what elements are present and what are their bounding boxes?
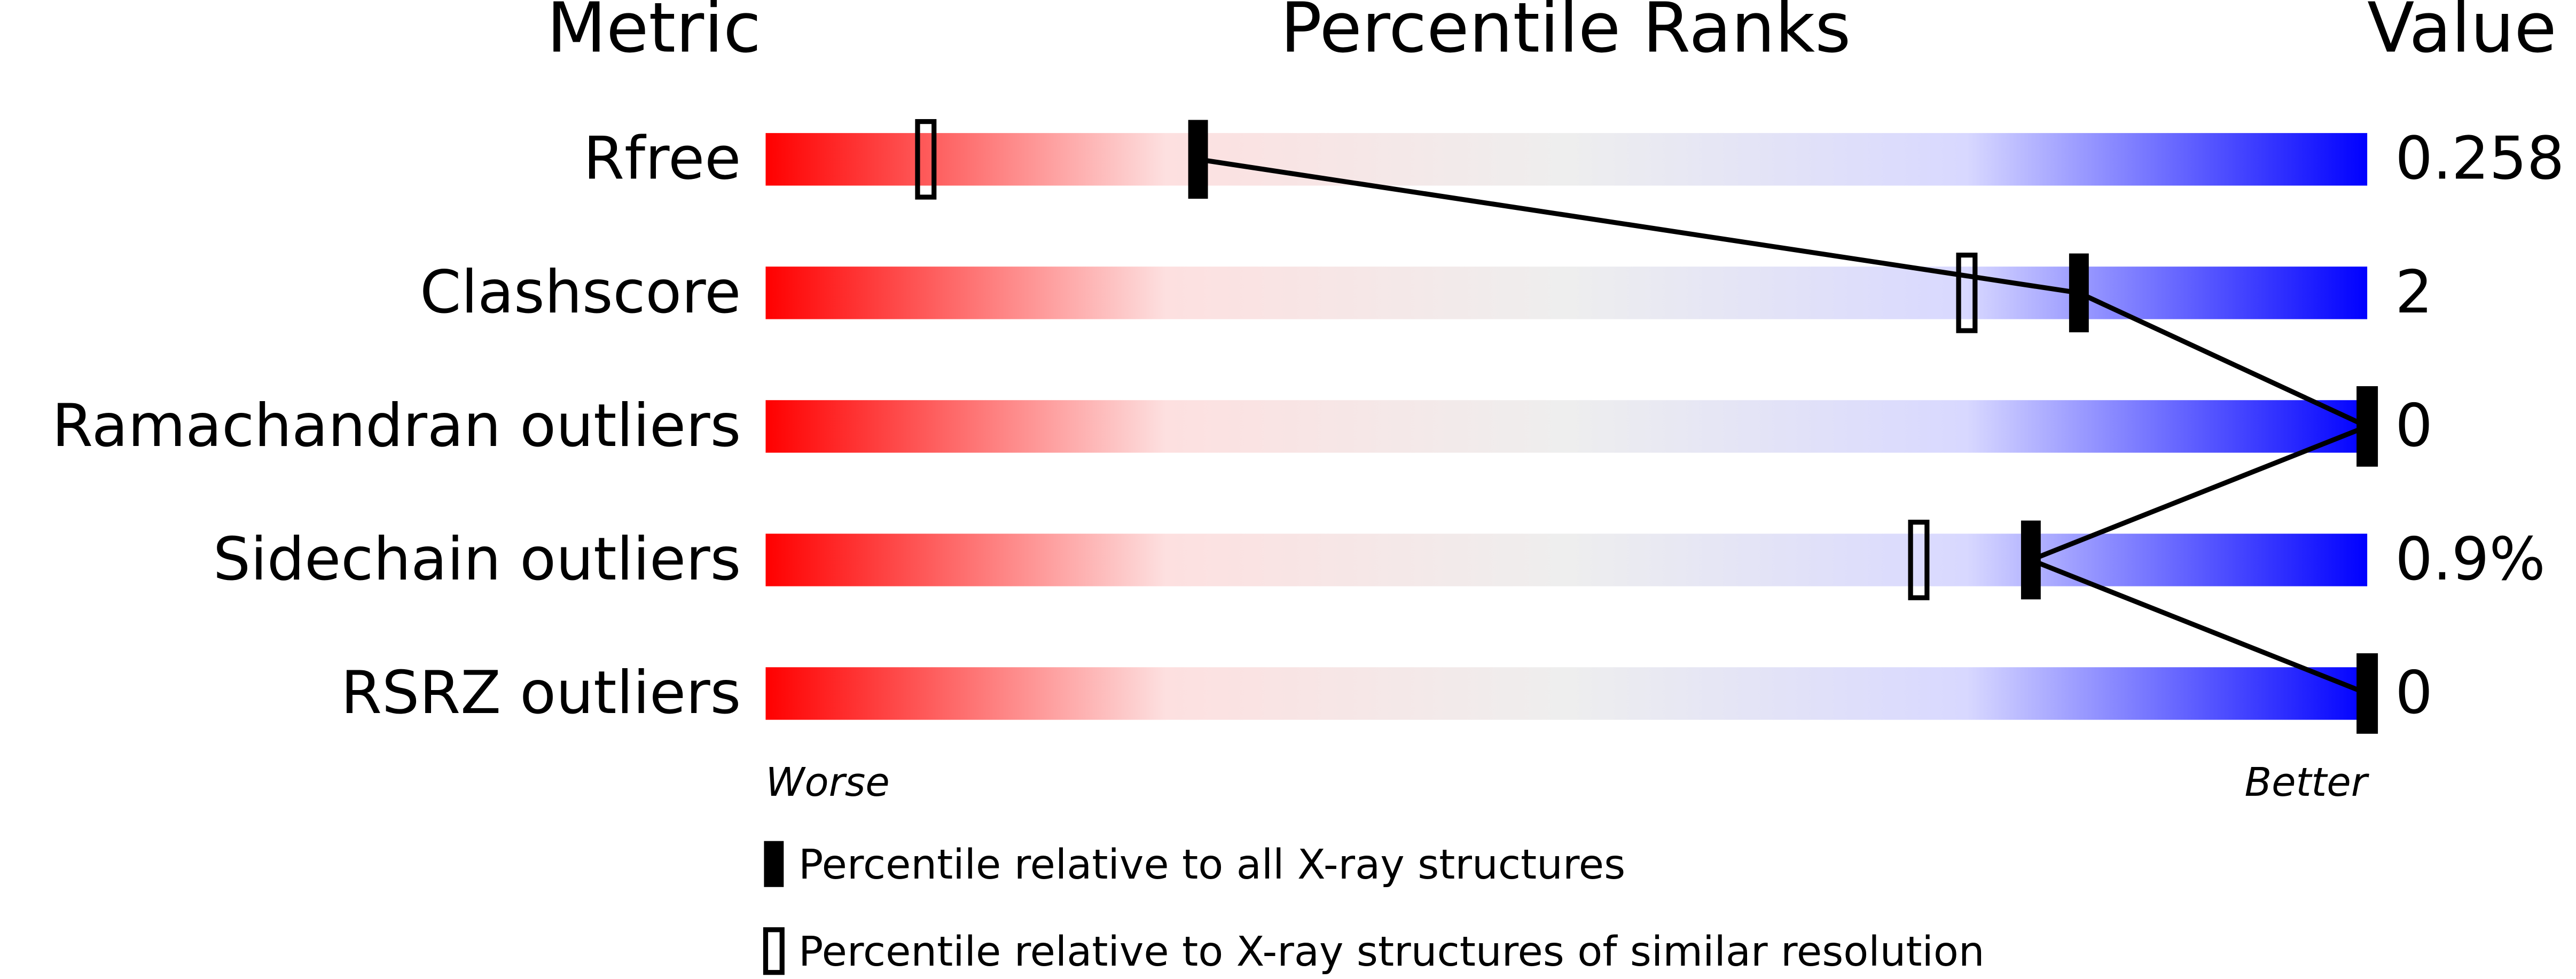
metric-value: 0: [2395, 391, 2432, 460]
similar-resolution-marker: [1956, 253, 1978, 333]
percentile-marker: [2357, 387, 2377, 466]
metric-label: Sidechain outliers: [213, 525, 741, 594]
legend-swatch: [764, 841, 784, 887]
better-label: Better: [2244, 759, 2369, 805]
legend-swatch: [763, 927, 785, 975]
value-header: Value: [2367, 0, 2557, 68]
percentile-marker: [2021, 520, 2041, 600]
percentile-marker: [1188, 120, 1208, 199]
metric-value: 0: [2395, 659, 2432, 727]
percentile-marker: [2357, 654, 2377, 733]
percentile-header: Percentile Ranks: [1280, 0, 1851, 68]
gradient-bar: [765, 133, 2368, 186]
metric-value: 2: [2395, 258, 2432, 327]
gradient-bar: [765, 400, 2368, 453]
metric-value: 0.9%: [2395, 525, 2545, 594]
metric-label: Rfree: [583, 124, 741, 193]
metric-label: Clashscore: [420, 258, 741, 327]
similar-resolution-marker: [1908, 520, 1930, 600]
gradient-bar: [765, 534, 2368, 586]
metric-header: Metric: [547, 0, 762, 68]
metric-value: 0.258: [2395, 124, 2564, 193]
percentile-marker: [2069, 253, 2089, 333]
similar-resolution-marker: [915, 119, 937, 200]
legend-label: Percentile relative to X-ray structures …: [798, 928, 1985, 976]
metric-label: Ramachandran outliers: [52, 391, 741, 460]
worse-label: Worse: [765, 759, 889, 805]
gradient-bar: [765, 667, 2368, 720]
metric-label: RSRZ outliers: [341, 659, 741, 727]
gradient-bar: [765, 267, 2368, 319]
legend-label: Percentile relative to all X-ray structu…: [798, 841, 1625, 889]
